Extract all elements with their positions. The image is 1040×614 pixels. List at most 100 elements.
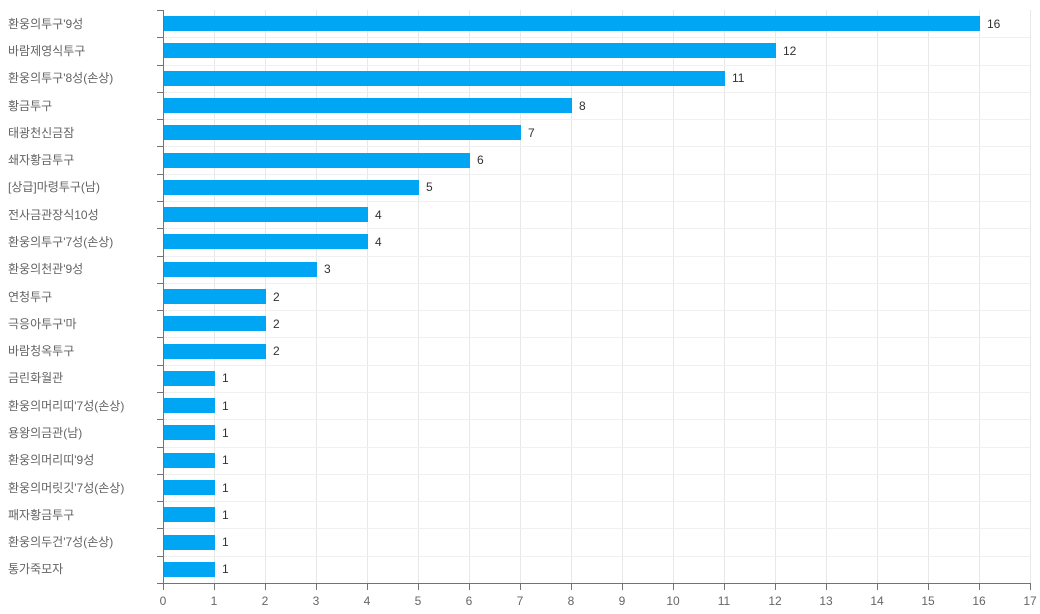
x-axis-tick <box>775 584 776 590</box>
x-axis-tick <box>469 584 470 590</box>
category-label: 전사금관장식10성 <box>8 207 99 222</box>
bar-value-label: 1 <box>222 425 229 440</box>
bar[interactable] <box>164 152 470 168</box>
x-axis-tick <box>163 584 164 590</box>
gridline-vertical <box>979 10 980 583</box>
category-label: 패자황금투구 <box>8 507 75 522</box>
y-axis-tick <box>157 228 163 230</box>
x-axis-tick <box>877 584 878 590</box>
x-axis-tick-label: 9 <box>618 594 626 608</box>
bar[interactable] <box>164 16 980 32</box>
gridline-vertical <box>469 10 470 583</box>
category-label: 환웅의머리띠'9성 <box>8 453 95 468</box>
gridline-vertical <box>928 10 929 583</box>
x-axis-tick-label: 1 <box>210 594 218 608</box>
bar[interactable] <box>164 261 317 277</box>
bar[interactable] <box>164 343 266 359</box>
bar[interactable] <box>164 425 215 441</box>
x-axis-tick <box>418 584 419 590</box>
gridline-horizontal <box>163 419 1030 421</box>
bar-value-label: 1 <box>222 480 229 495</box>
bar[interactable] <box>164 207 368 223</box>
gridline-horizontal <box>163 37 1030 39</box>
y-axis-line <box>163 10 164 584</box>
y-axis-tick <box>157 91 163 93</box>
gridline-horizontal <box>163 555 1030 557</box>
gridline-vertical <box>724 10 725 583</box>
x-axis-tick <box>214 584 215 590</box>
bar-value-label: 2 <box>273 316 280 331</box>
y-axis-tick <box>157 473 163 475</box>
y-axis-tick <box>157 255 163 257</box>
y-axis-tick <box>157 501 163 503</box>
y-axis-tick <box>157 583 163 584</box>
y-axis-tick <box>157 337 163 339</box>
category-label: 환웅의투구'7성(손상) <box>8 234 114 249</box>
bar[interactable] <box>164 125 521 141</box>
category-label: 태광천신금잠 <box>8 125 75 140</box>
bar[interactable] <box>164 534 215 550</box>
category-label: [상급]마령투구(남) <box>8 180 100 195</box>
gridline-horizontal <box>163 446 1030 448</box>
gridline-horizontal <box>163 146 1030 148</box>
gridline-vertical <box>826 10 827 583</box>
bar[interactable] <box>164 316 266 332</box>
gridline-vertical <box>775 10 776 583</box>
x-axis-tick <box>724 584 725 590</box>
y-axis-tick <box>157 555 163 557</box>
x-axis-tick <box>928 584 929 590</box>
gridline-vertical <box>367 10 368 583</box>
category-label: 환웅의머리띠'7성(손상) <box>8 398 125 413</box>
category-label: 황금투구 <box>8 98 53 113</box>
x-axis-tick-label: 2 <box>261 594 269 608</box>
bar-value-label: 4 <box>375 207 382 222</box>
y-axis-tick <box>157 173 163 175</box>
x-axis-tick-label: 7 <box>516 594 524 608</box>
y-axis-tick <box>157 146 163 148</box>
bar[interactable] <box>164 43 776 59</box>
category-label: 환웅의천관'9성 <box>8 262 84 277</box>
bar[interactable] <box>164 234 368 250</box>
bar[interactable] <box>164 289 266 304</box>
gridline-vertical <box>622 10 623 583</box>
x-axis-tick-label: 14 <box>870 594 884 608</box>
x-axis-tick-label: 8 <box>567 594 575 608</box>
bar[interactable] <box>164 507 215 523</box>
x-axis-line <box>163 583 1031 584</box>
bar[interactable] <box>164 370 215 386</box>
x-axis-tick <box>316 584 317 590</box>
x-axis-tick-label: 0 <box>159 594 167 608</box>
x-axis-tick <box>826 584 827 590</box>
x-axis-tick <box>1030 584 1031 590</box>
gridline-vertical <box>520 10 521 583</box>
bar[interactable] <box>164 70 725 86</box>
bar[interactable] <box>164 179 419 195</box>
category-label: 바람청옥투구 <box>8 344 75 359</box>
x-axis-tick-label: 16 <box>972 594 986 608</box>
bar-value-label: 11 <box>732 71 745 86</box>
x-axis-tick-label: 15 <box>921 594 935 608</box>
y-axis-tick <box>157 10 163 11</box>
bar[interactable] <box>164 561 215 577</box>
x-axis-tick <box>265 584 266 590</box>
gridline-horizontal <box>163 119 1030 121</box>
gridline-vertical <box>418 10 419 583</box>
gridline-horizontal <box>163 64 1030 66</box>
bar[interactable] <box>164 98 572 113</box>
bar-value-label: 1 <box>222 398 229 413</box>
gridline-horizontal <box>163 228 1030 230</box>
bar-value-label: 1 <box>222 535 229 550</box>
bar-value-label: 1 <box>222 453 229 468</box>
bar-value-label: 7 <box>528 125 535 140</box>
gridline-horizontal <box>163 310 1030 312</box>
x-axis-tick-label: 13 <box>819 594 833 608</box>
bar-value-label: 6 <box>477 153 484 168</box>
category-label: 연청투구 <box>8 289 53 304</box>
x-axis-tick-label: 10 <box>666 594 680 608</box>
x-axis-tick <box>622 584 623 590</box>
bar[interactable] <box>164 452 215 468</box>
gridline-vertical <box>673 10 674 583</box>
bar[interactable] <box>164 398 215 414</box>
bar[interactable] <box>164 480 215 495</box>
category-label: 환웅의투구'9성 <box>8 16 84 31</box>
